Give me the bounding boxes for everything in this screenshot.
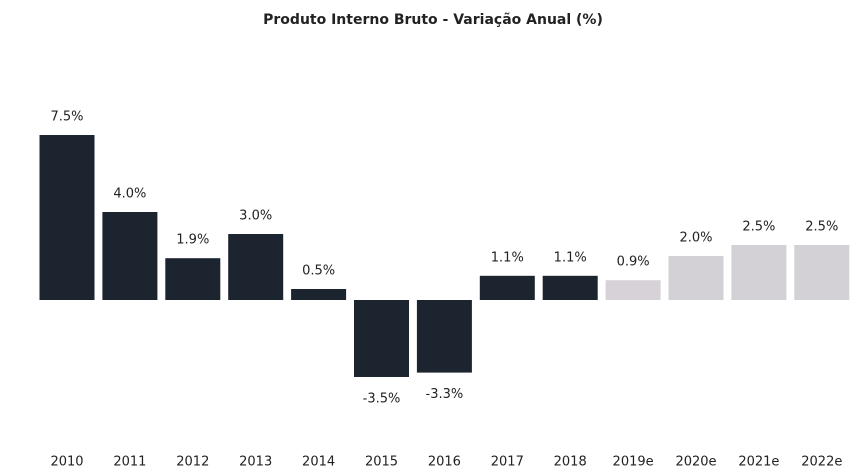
x-tick-label: 2019e	[613, 455, 654, 470]
chart-title: Produto Interno Bruto - Variação Anual (…	[263, 12, 603, 28]
x-tick-label: 2016	[428, 455, 461, 470]
value-label: 0.5%	[302, 264, 335, 279]
value-label: 1.1%	[554, 250, 587, 265]
value-label: 7.5%	[50, 110, 83, 125]
x-tick-label: 2022e	[801, 455, 842, 470]
value-label: -3.3%	[426, 387, 464, 402]
value-label: 0.9%	[617, 255, 650, 270]
bar	[479, 275, 535, 300]
x-tick-label: 2011	[113, 455, 146, 470]
value-label: -3.5%	[363, 392, 401, 407]
value-label: 1.9%	[176, 233, 209, 248]
x-tick-label: 2015	[365, 455, 398, 470]
x-tick-label: 2021e	[738, 455, 779, 470]
value-label: 2.0%	[679, 231, 712, 246]
bar	[416, 300, 472, 373]
value-label: 2.5%	[805, 220, 838, 235]
value-label: 4.0%	[113, 187, 146, 202]
x-tick-label: 2014	[302, 455, 335, 470]
bar	[228, 234, 284, 300]
x-tick-label: 2012	[176, 455, 209, 470]
value-label: 1.1%	[491, 250, 524, 265]
x-tick-label: 2010	[50, 455, 83, 470]
bar	[794, 245, 850, 300]
bar	[354, 300, 409, 377]
x-tick-label: 2018	[554, 455, 587, 470]
bar	[165, 258, 221, 300]
value-label: 2.5%	[742, 220, 775, 235]
bar	[39, 135, 95, 300]
bar	[291, 289, 347, 300]
value-label: 3.0%	[239, 209, 272, 224]
bar	[102, 212, 158, 300]
bar	[542, 275, 598, 300]
bar	[731, 245, 787, 300]
x-tick-label: 2013	[239, 455, 272, 470]
x-tick-label: 2017	[491, 455, 524, 470]
bar	[668, 256, 724, 300]
x-tick-label: 2020e	[675, 455, 716, 470]
bar	[605, 280, 661, 300]
